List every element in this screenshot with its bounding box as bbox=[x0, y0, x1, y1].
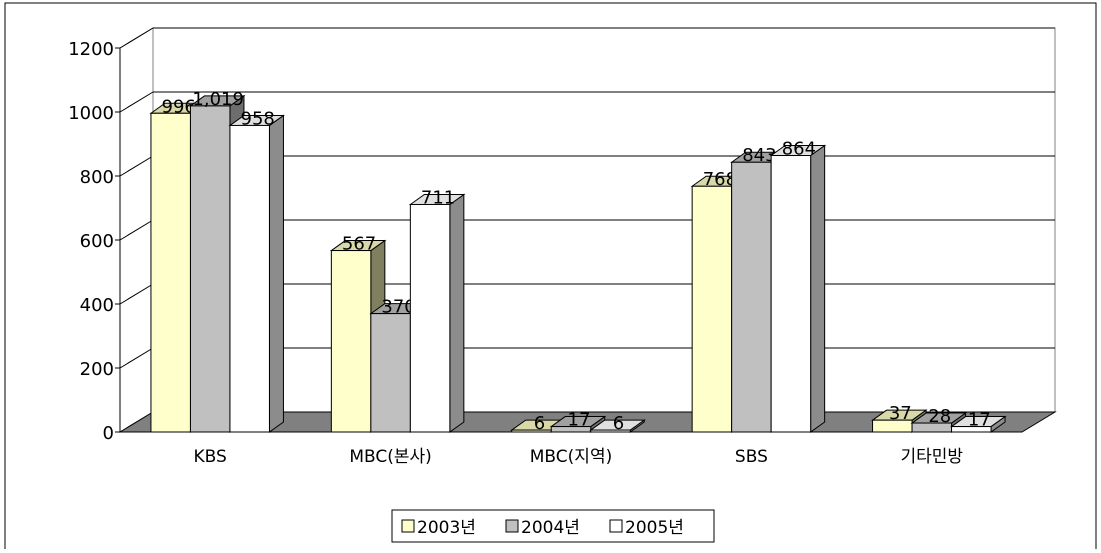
bar bbox=[951, 426, 992, 433]
bar bbox=[189, 105, 231, 433]
data-label: 996 bbox=[162, 96, 196, 117]
gridline-depth bbox=[119, 347, 154, 369]
bar bbox=[370, 313, 411, 433]
bar-side bbox=[449, 193, 465, 433]
x-tick-label: KBS bbox=[194, 447, 227, 467]
chart-frame bbox=[4, 2, 1097, 549]
bar bbox=[550, 426, 592, 433]
legend-swatch bbox=[609, 519, 623, 533]
legend-swatch bbox=[505, 519, 519, 533]
bar bbox=[150, 112, 191, 433]
bar bbox=[691, 185, 733, 433]
legend: 2003년 2004년 2005년 bbox=[391, 509, 715, 543]
bar bbox=[330, 250, 372, 433]
gridline-depth bbox=[119, 155, 154, 177]
bar-side bbox=[810, 144, 826, 433]
x-tick-label: 기타민방 bbox=[901, 447, 964, 467]
data-label: 768 bbox=[703, 169, 737, 190]
y-tick-label: 0 bbox=[103, 423, 114, 444]
data-label: 17 bbox=[568, 410, 591, 431]
y-tick-label: 400 bbox=[80, 295, 114, 316]
data-label: 1,019 bbox=[192, 89, 244, 110]
bar-side bbox=[268, 114, 284, 433]
data-label: 711 bbox=[421, 187, 455, 208]
gridline-depth bbox=[119, 91, 154, 113]
x-tick-label: MBC(본사) bbox=[349, 447, 431, 467]
data-label: 567 bbox=[342, 234, 376, 255]
x-tick-label: SBS bbox=[735, 447, 768, 467]
legend-label: 2005년 bbox=[625, 518, 684, 538]
legend-label: 2003년 bbox=[417, 518, 476, 538]
bar bbox=[731, 161, 772, 433]
bar bbox=[511, 429, 552, 433]
gridline-depth bbox=[119, 283, 154, 305]
bar bbox=[770, 155, 812, 433]
y-tick-label: 1200 bbox=[68, 39, 114, 60]
data-label: 958 bbox=[241, 108, 275, 129]
data-label: 843 bbox=[742, 145, 776, 166]
data-label: 370 bbox=[381, 297, 415, 318]
bar bbox=[409, 203, 451, 433]
gridline-depth bbox=[119, 219, 154, 241]
data-label: 37 bbox=[889, 403, 912, 424]
y-tick-label: 200 bbox=[80, 359, 114, 380]
y-tick-label: 1000 bbox=[68, 103, 114, 124]
data-label: 6 bbox=[534, 413, 545, 434]
data-label: 6 bbox=[613, 413, 624, 434]
legend-box bbox=[391, 509, 715, 543]
bar bbox=[229, 124, 270, 433]
data-label: 864 bbox=[782, 139, 816, 160]
data-label: 17 bbox=[968, 410, 991, 431]
legend-swatch bbox=[401, 519, 415, 533]
y-tick-label: 600 bbox=[80, 231, 114, 252]
data-label: 28 bbox=[928, 406, 951, 427]
legend-label: 2004년 bbox=[521, 518, 580, 538]
x-tick-label: MBC(지역) bbox=[530, 447, 612, 467]
bar bbox=[590, 429, 631, 433]
y-tick-label: 800 bbox=[80, 167, 114, 188]
gridline-depth bbox=[119, 27, 154, 49]
